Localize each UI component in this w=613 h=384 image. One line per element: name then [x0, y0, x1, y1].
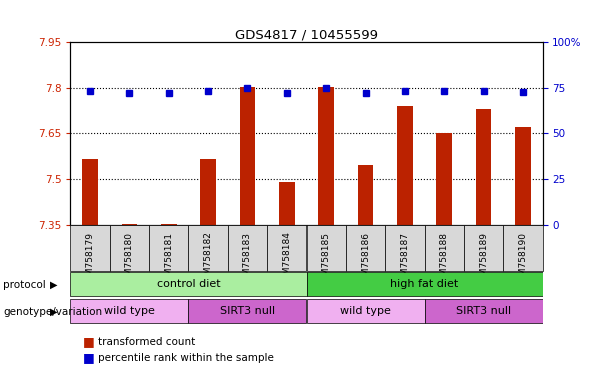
Bar: [70, 299, 189, 323]
Text: GSM758189: GSM758189: [479, 232, 488, 286]
Bar: [306, 272, 543, 296]
Bar: [149, 225, 189, 271]
Bar: [189, 225, 228, 271]
Bar: [267, 225, 306, 271]
Bar: [161, 224, 177, 225]
Text: genotype/variation: genotype/variation: [3, 307, 102, 317]
Bar: [357, 166, 373, 225]
Text: SIRT3 null: SIRT3 null: [220, 306, 275, 316]
Bar: [82, 159, 98, 225]
Bar: [397, 106, 413, 225]
Bar: [121, 224, 137, 225]
Bar: [189, 299, 306, 323]
Bar: [515, 127, 531, 225]
Bar: [424, 225, 464, 271]
Bar: [503, 225, 543, 271]
Text: protocol: protocol: [3, 280, 46, 290]
Text: transformed count: transformed count: [98, 337, 196, 347]
Text: GSM758181: GSM758181: [164, 232, 173, 286]
Bar: [346, 225, 385, 271]
Text: ■: ■: [83, 351, 94, 364]
Text: ▶: ▶: [50, 307, 58, 317]
Bar: [306, 225, 346, 271]
Text: wild type: wild type: [104, 306, 155, 316]
Bar: [279, 182, 295, 225]
Title: GDS4817 / 10455599: GDS4817 / 10455599: [235, 28, 378, 41]
Text: GSM758185: GSM758185: [322, 232, 330, 286]
Bar: [476, 109, 492, 225]
Bar: [436, 133, 452, 225]
Bar: [424, 299, 543, 323]
Text: wild type: wild type: [340, 306, 391, 316]
Text: high fat diet: high fat diet: [390, 279, 459, 289]
Bar: [318, 87, 334, 225]
Text: GSM758180: GSM758180: [125, 232, 134, 286]
Text: GSM758179: GSM758179: [86, 232, 94, 286]
Text: GSM758182: GSM758182: [204, 232, 213, 286]
Text: control diet: control diet: [157, 279, 220, 289]
Bar: [240, 87, 256, 225]
Bar: [110, 225, 149, 271]
Bar: [200, 159, 216, 225]
Bar: [70, 225, 110, 271]
Bar: [464, 225, 503, 271]
Text: GSM758184: GSM758184: [283, 232, 291, 286]
Text: GSM758190: GSM758190: [519, 232, 527, 286]
Text: GSM758183: GSM758183: [243, 232, 252, 286]
Bar: [70, 272, 306, 296]
Text: ■: ■: [83, 335, 94, 348]
Text: percentile rank within the sample: percentile rank within the sample: [98, 353, 274, 363]
Bar: [385, 225, 424, 271]
Text: GSM758188: GSM758188: [440, 232, 449, 286]
Text: SIRT3 null: SIRT3 null: [456, 306, 511, 316]
Text: ▶: ▶: [50, 280, 58, 290]
Bar: [228, 225, 267, 271]
Bar: [306, 299, 424, 323]
Text: GSM758187: GSM758187: [400, 232, 409, 286]
Text: GSM758186: GSM758186: [361, 232, 370, 286]
